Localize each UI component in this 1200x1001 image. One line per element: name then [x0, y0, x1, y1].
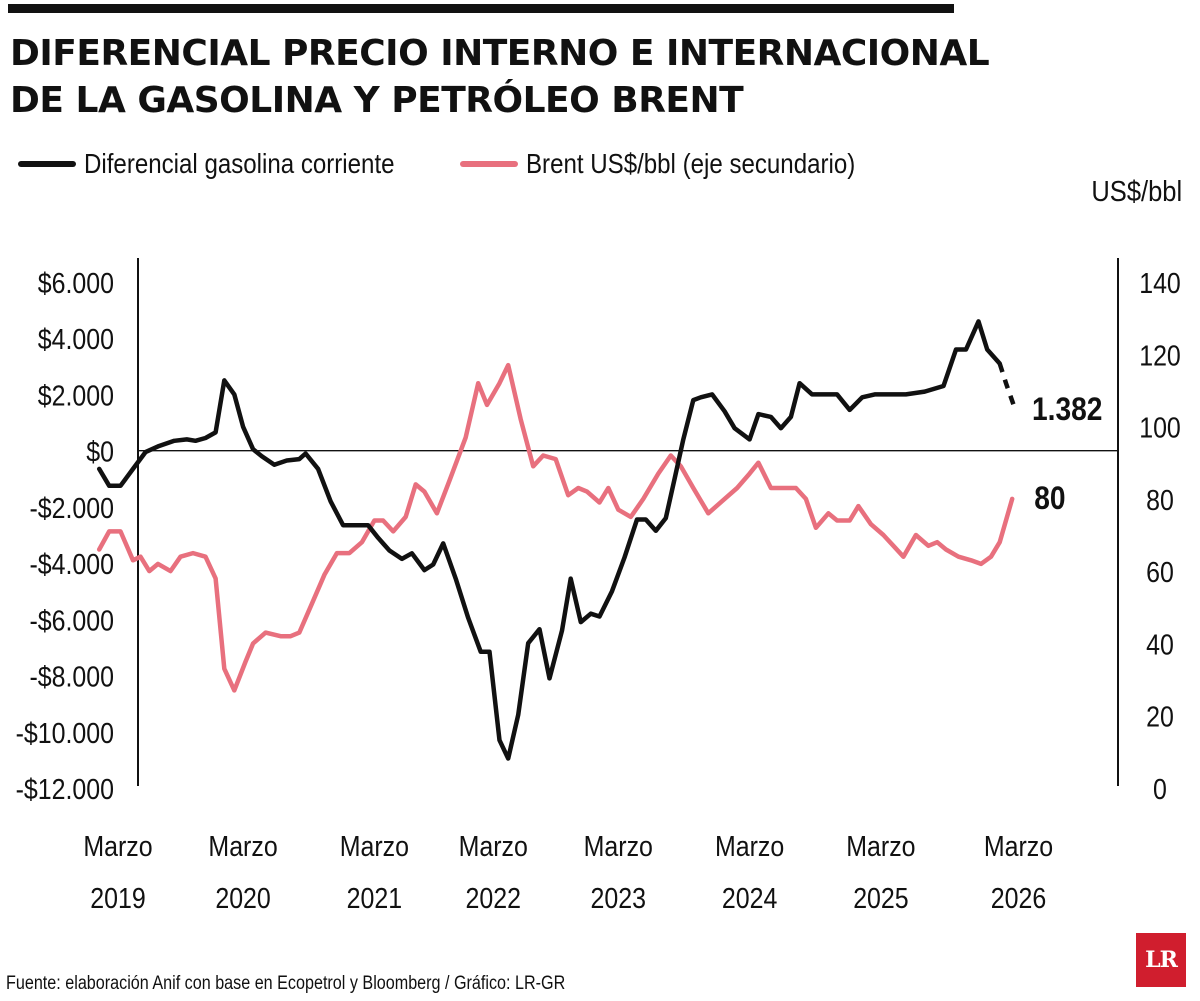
left-tick-label: -$10.000: [16, 717, 114, 749]
lr-logo-text: LR: [1145, 947, 1178, 973]
legend-swatch-diferencial: [18, 161, 76, 167]
x-tick-year: 2019: [90, 882, 145, 914]
x-tick-year: 2021: [347, 882, 402, 914]
legend-label-brent: Brent US$/bbl (eje secundario): [526, 148, 856, 179]
left-tick-label: $2.000: [38, 380, 114, 412]
right-tick-label: 140: [1139, 267, 1181, 299]
left-tick-label: -$8.000: [29, 661, 114, 693]
chart-title: DIFERENCIAL PRECIO INTERNO E INTERNACION…: [10, 30, 990, 124]
x-tick-year: 2023: [591, 882, 646, 914]
lr-logo: LR: [1136, 933, 1186, 987]
legend-swatch-brent: [460, 161, 518, 167]
top-rule: [8, 4, 954, 13]
series-line-brent: [96, 362, 1015, 693]
x-tick-month: Marzo: [715, 830, 784, 862]
x-tick-month: Marzo: [846, 830, 915, 862]
chart-title-line-2: DE LA GASOLINA Y PETRÓLEO BRENT: [10, 80, 744, 121]
right-tick-label: 100: [1139, 412, 1181, 444]
legend-item-brent: Brent US$/bbl (eje secundario): [460, 144, 909, 184]
left-tick-label: -$4.000: [29, 548, 114, 580]
left-tick-label: $4.000: [38, 323, 114, 355]
right-axis-unit: US$/bbl: [1091, 176, 1182, 208]
right-tick-label: 120: [1139, 340, 1181, 372]
right-tick-label: 60: [1146, 556, 1174, 588]
left-tick-label: -$6.000: [29, 605, 114, 637]
source-note: Fuente: elaboración Anif con base en Eco…: [6, 973, 566, 994]
left-tick-label: -$2.000: [29, 492, 114, 524]
x-tick-month: Marzo: [584, 830, 653, 862]
right-tick-label: 40: [1146, 629, 1174, 661]
legend-item-diferencial: Diferencial gasolina corriente: [18, 144, 445, 184]
right-tick-label: 0: [1153, 773, 1167, 805]
x-tick-month: Marzo: [208, 830, 277, 862]
chart-title-line-1: DIFERENCIAL PRECIO INTERNO E INTERNACION…: [10, 33, 990, 74]
x-tick-month: Marzo: [340, 830, 409, 862]
right-tick-label: 80: [1146, 484, 1174, 516]
x-tick-month: Marzo: [984, 830, 1053, 862]
end-label-diferencial: 1.382: [1032, 392, 1102, 427]
legend-label-diferencial: Diferencial gasolina corriente: [84, 148, 395, 179]
series-line-diferencial: [96, 319, 1002, 761]
x-tick-year: 2024: [722, 882, 777, 914]
right-tick-label: 20: [1146, 701, 1174, 733]
x-tick-month: Marzo: [459, 830, 528, 862]
left-tick-label: -$12.000: [16, 773, 114, 805]
series-projection-diferencial: [997, 362, 1019, 413]
x-tick-year: 2020: [215, 882, 270, 914]
left-tick-label: $6.000: [38, 267, 114, 299]
x-tick-month: Marzo: [83, 830, 152, 862]
x-tick-year: 2025: [853, 882, 908, 914]
end-label-brent: 80: [1034, 481, 1065, 516]
x-tick-year: 2022: [465, 882, 520, 914]
x-tick-year: 2026: [991, 882, 1046, 914]
left-tick-label: $0: [86, 436, 114, 468]
